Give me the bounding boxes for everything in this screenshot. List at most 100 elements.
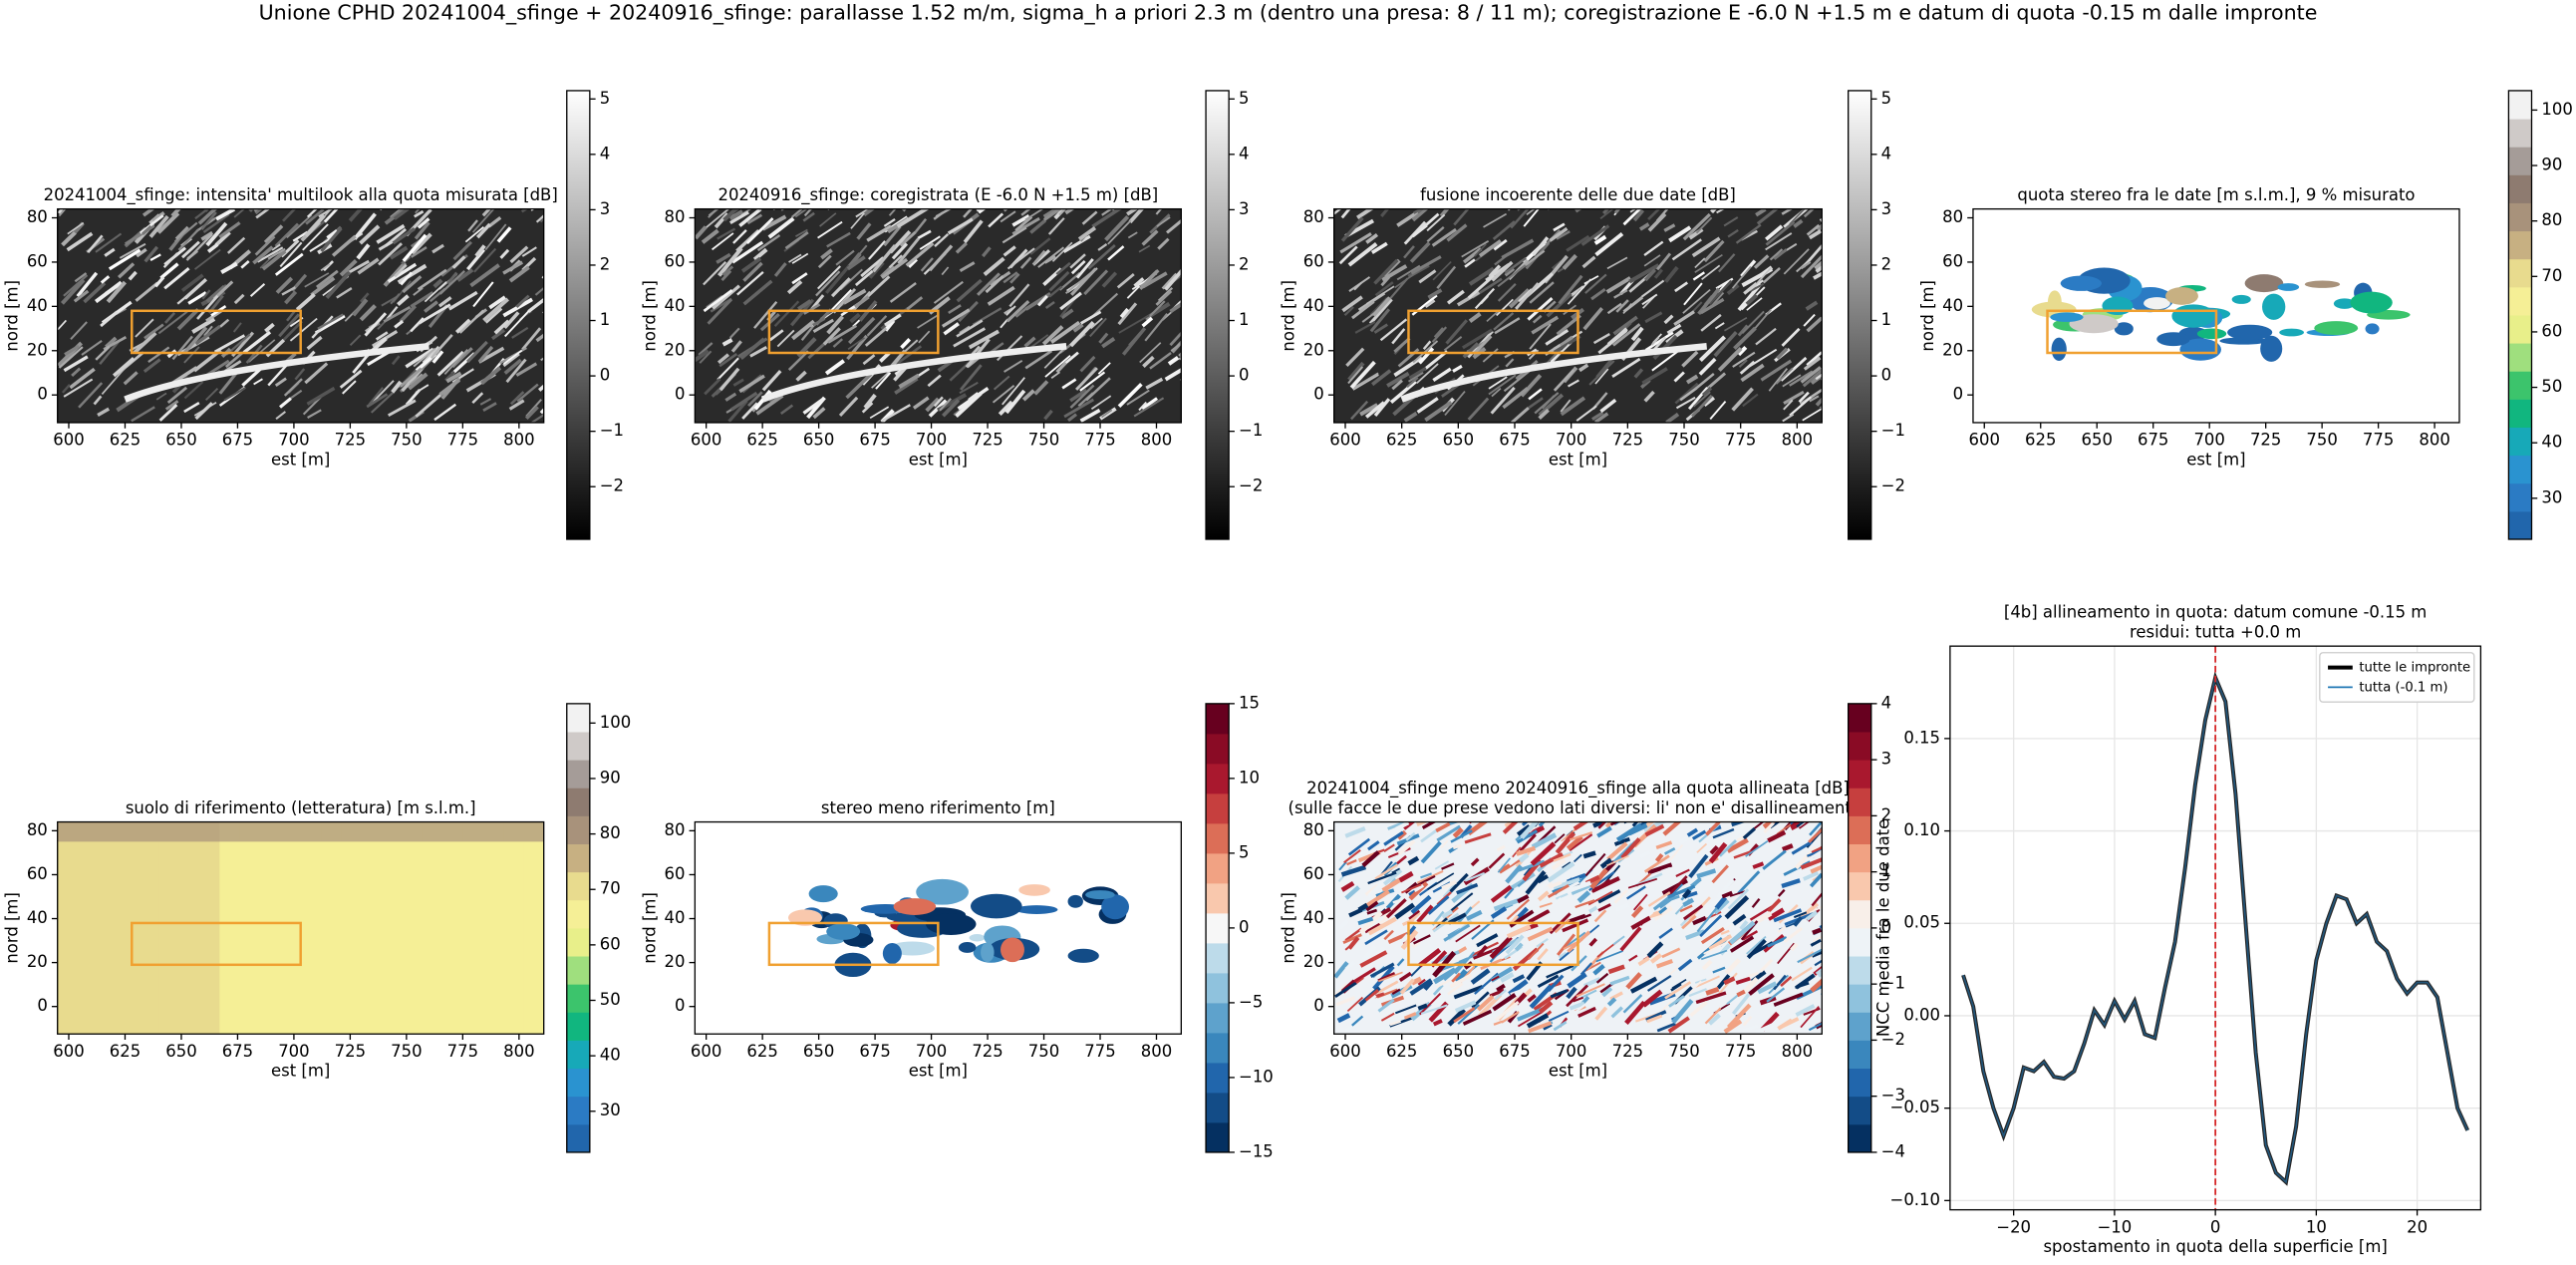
image-texture: [1776, 347, 1789, 360]
image-texture: [436, 350, 464, 377]
y-tick-label: 20: [1303, 340, 1324, 359]
image-texture: [927, 374, 942, 388]
image-texture: [1424, 400, 1453, 423]
image-texture: [1643, 854, 1670, 873]
image-texture: [1060, 308, 1074, 320]
image-texture: [452, 240, 473, 261]
image-texture: [1811, 845, 1823, 855]
image-texture: [1554, 833, 1566, 844]
image-texture: [178, 821, 200, 1035]
image-texture: [1766, 987, 1786, 1003]
image-texture: [1620, 837, 1641, 860]
image-texture: [820, 248, 833, 260]
image-texture: [61, 384, 71, 394]
image-texture: [753, 300, 778, 329]
image-texture: [1079, 310, 1102, 325]
image-texture: [2144, 297, 2170, 310]
image-texture: [505, 358, 527, 384]
image-texture: [1004, 389, 1026, 415]
image-texture: [361, 821, 383, 1035]
image-texture: [1584, 273, 1607, 294]
image-texture: [1642, 909, 1654, 920]
axes-frame: [1333, 820, 1823, 1035]
colorbar-tick-label: 60: [2541, 321, 2562, 340]
colorbar-band: [1848, 760, 1871, 789]
image-texture: [963, 219, 984, 244]
image-texture: [183, 346, 200, 364]
image-texture: [2244, 274, 2284, 293]
x-tick-label: 675: [859, 431, 890, 450]
colorbar-band: [1206, 792, 1230, 824]
image-texture: [278, 313, 301, 338]
image-texture: [1803, 1007, 1821, 1016]
image-texture: [480, 366, 502, 386]
image-texture: [1609, 975, 1630, 986]
image-texture: [1005, 305, 1016, 316]
image-texture: [70, 321, 88, 340]
colorbar-band: [2508, 482, 2532, 512]
image-texture: [1668, 966, 1679, 976]
image-texture: [1067, 894, 1083, 908]
colorbar-band: [1206, 972, 1230, 1004]
image-texture: [254, 208, 263, 215]
image-texture: [925, 397, 940, 413]
image-texture: [888, 208, 897, 216]
image-texture: [1625, 972, 1642, 990]
y-tick-label: 60: [664, 864, 685, 883]
colorbar-band: [1206, 1092, 1230, 1123]
image-texture: [1048, 285, 1063, 298]
image-texture: [471, 208, 495, 233]
image-texture: [1042, 208, 1060, 218]
image-texture: [1097, 362, 1111, 375]
colorbar-tick-label: 1: [1881, 310, 1891, 329]
image-texture: [1456, 290, 1481, 307]
image-texture: [158, 821, 180, 1035]
image-texture: [1803, 356, 1822, 371]
image-texture: [866, 224, 893, 242]
image-texture: [200, 230, 214, 241]
x-tick-label: 800: [503, 431, 534, 450]
image-texture: [732, 378, 744, 387]
image-texture: [1655, 252, 1672, 271]
image-texture: [214, 230, 231, 247]
image-texture: [63, 355, 89, 373]
image-texture: [1594, 412, 1609, 423]
image-texture: [1059, 291, 1082, 311]
image-texture: [1391, 867, 1400, 874]
image-texture: [1493, 312, 1515, 331]
image-texture: [1809, 395, 1820, 403]
image-texture: [432, 278, 443, 289]
image-texture: [736, 271, 764, 296]
image-texture: [872, 243, 897, 273]
image-texture: [2262, 293, 2286, 320]
image-texture: [1641, 279, 1665, 298]
image-texture: [722, 208, 739, 222]
image-texture: [1139, 269, 1160, 290]
image-texture: [817, 254, 832, 269]
image-texture: [1705, 821, 1721, 836]
image-texture: [1496, 844, 1506, 852]
image-texture: [1773, 974, 1787, 991]
colorbar-band: [566, 788, 590, 816]
image-texture: [1652, 896, 1670, 911]
image-texture: [94, 280, 123, 304]
image-texture: [473, 247, 497, 273]
image-texture: [1798, 391, 1810, 404]
image-texture: [69, 367, 96, 390]
image-texture: [1465, 944, 1480, 959]
image-texture: [320, 263, 331, 272]
image-texture: [1427, 895, 1450, 915]
image-texture: [871, 371, 890, 389]
image-texture: [124, 343, 429, 403]
image-texture: [1724, 316, 1748, 332]
image-texture: [417, 217, 430, 229]
image-texture: [304, 272, 330, 288]
x-tick-label: 700: [1556, 1042, 1586, 1061]
image-texture: [1813, 271, 1823, 280]
image-texture: [87, 234, 104, 253]
image-texture: [1454, 951, 1476, 975]
image-texture: [1606, 256, 1628, 270]
image-texture: [1641, 293, 1658, 306]
image-texture: [1525, 870, 1547, 895]
x-tick-label: 675: [1499, 1042, 1530, 1061]
